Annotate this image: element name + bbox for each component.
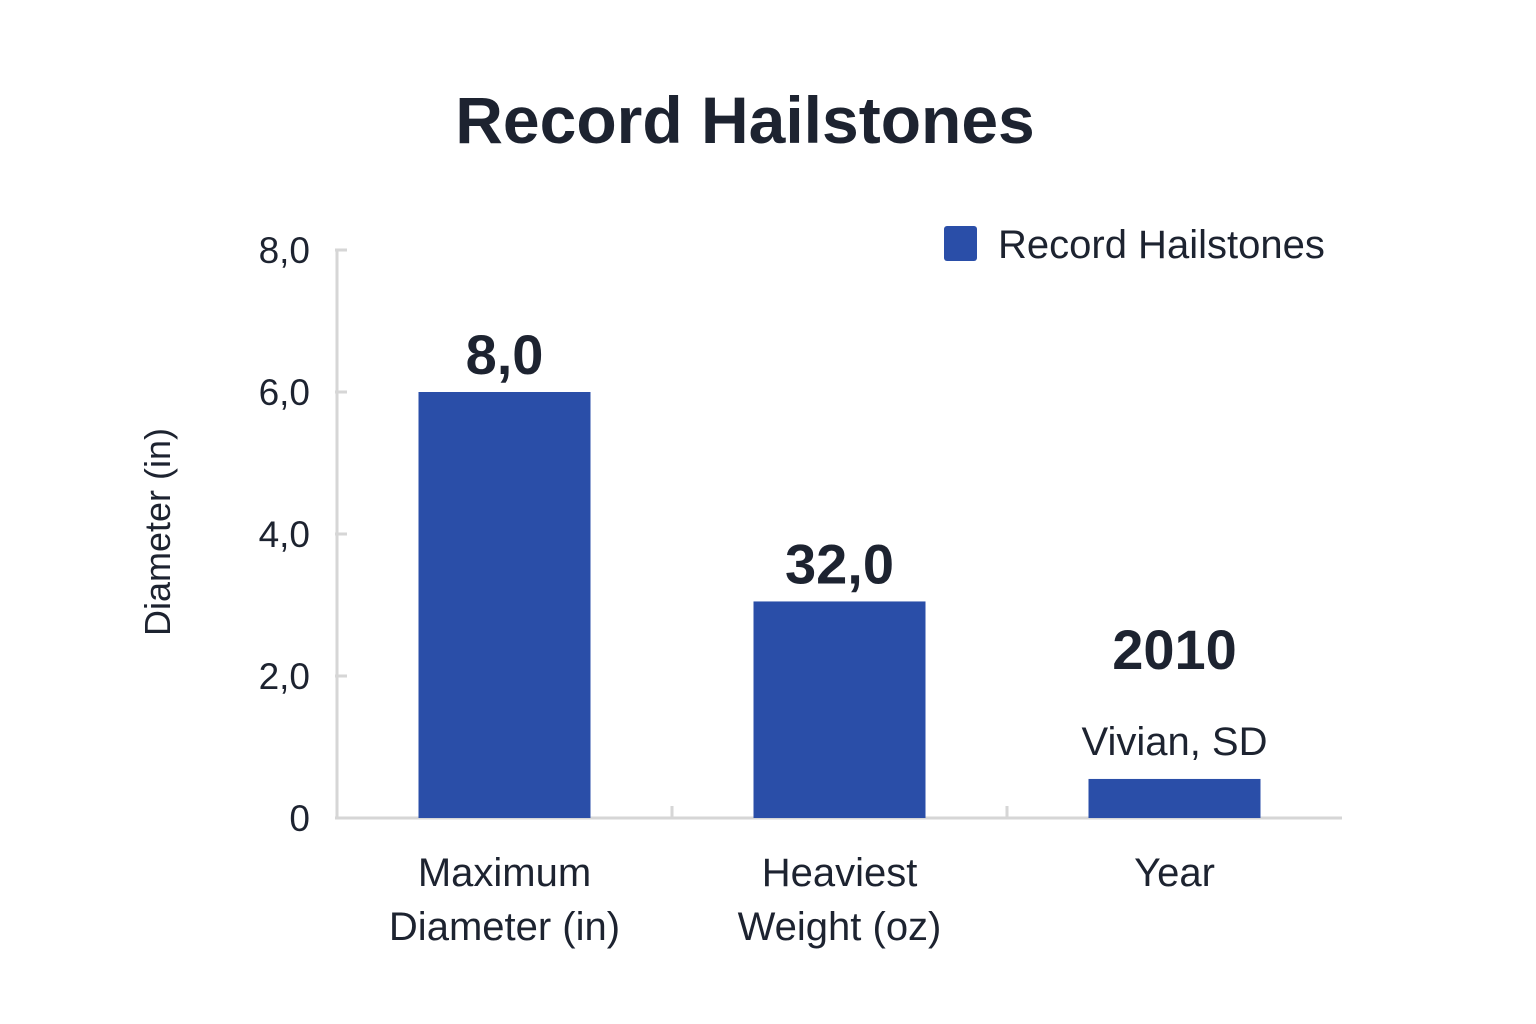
- x-axis-category-labels: Maximum Diameter (in) Heaviest Weight (oz) Y…: [389, 851, 1215, 949]
- chart-title: Record Hailstones: [455, 83, 1035, 157]
- y-axis-label: Diameter (in): [137, 428, 178, 636]
- legend: Record Hailstones: [944, 223, 1325, 267]
- legend-swatch: [944, 226, 977, 261]
- x-category-label: Year: [1134, 851, 1215, 895]
- y-axis-ticks: 0 2,0 4,0 6,0 8,0: [259, 230, 347, 839]
- y-tick-label: 6,0: [259, 372, 310, 413]
- bars: [418, 392, 1261, 818]
- bar: [753, 601, 926, 818]
- x-category-label: Maximum: [418, 851, 591, 895]
- y-tick-label: 8,0: [259, 230, 310, 271]
- bar: [1088, 778, 1261, 818]
- x-category-label: Weight (oz): [738, 905, 942, 949]
- data-labels: 8,0 32,0 2010 Vivian, SD: [466, 323, 1268, 764]
- legend-label: Record Hailstones: [998, 223, 1325, 267]
- x-category-label: Diameter (in): [389, 905, 620, 949]
- x-category-label: Heaviest: [762, 851, 918, 895]
- bar: [418, 392, 591, 818]
- data-label: 32,0: [785, 532, 894, 595]
- data-label: 2010: [1112, 618, 1237, 681]
- y-tick-label: 0: [289, 798, 310, 839]
- data-label: 8,0: [466, 323, 544, 386]
- y-tick-label: 4,0: [259, 514, 310, 555]
- annotation-label: Vivian, SD: [1081, 720, 1267, 764]
- y-tick-label: 2,0: [259, 656, 310, 697]
